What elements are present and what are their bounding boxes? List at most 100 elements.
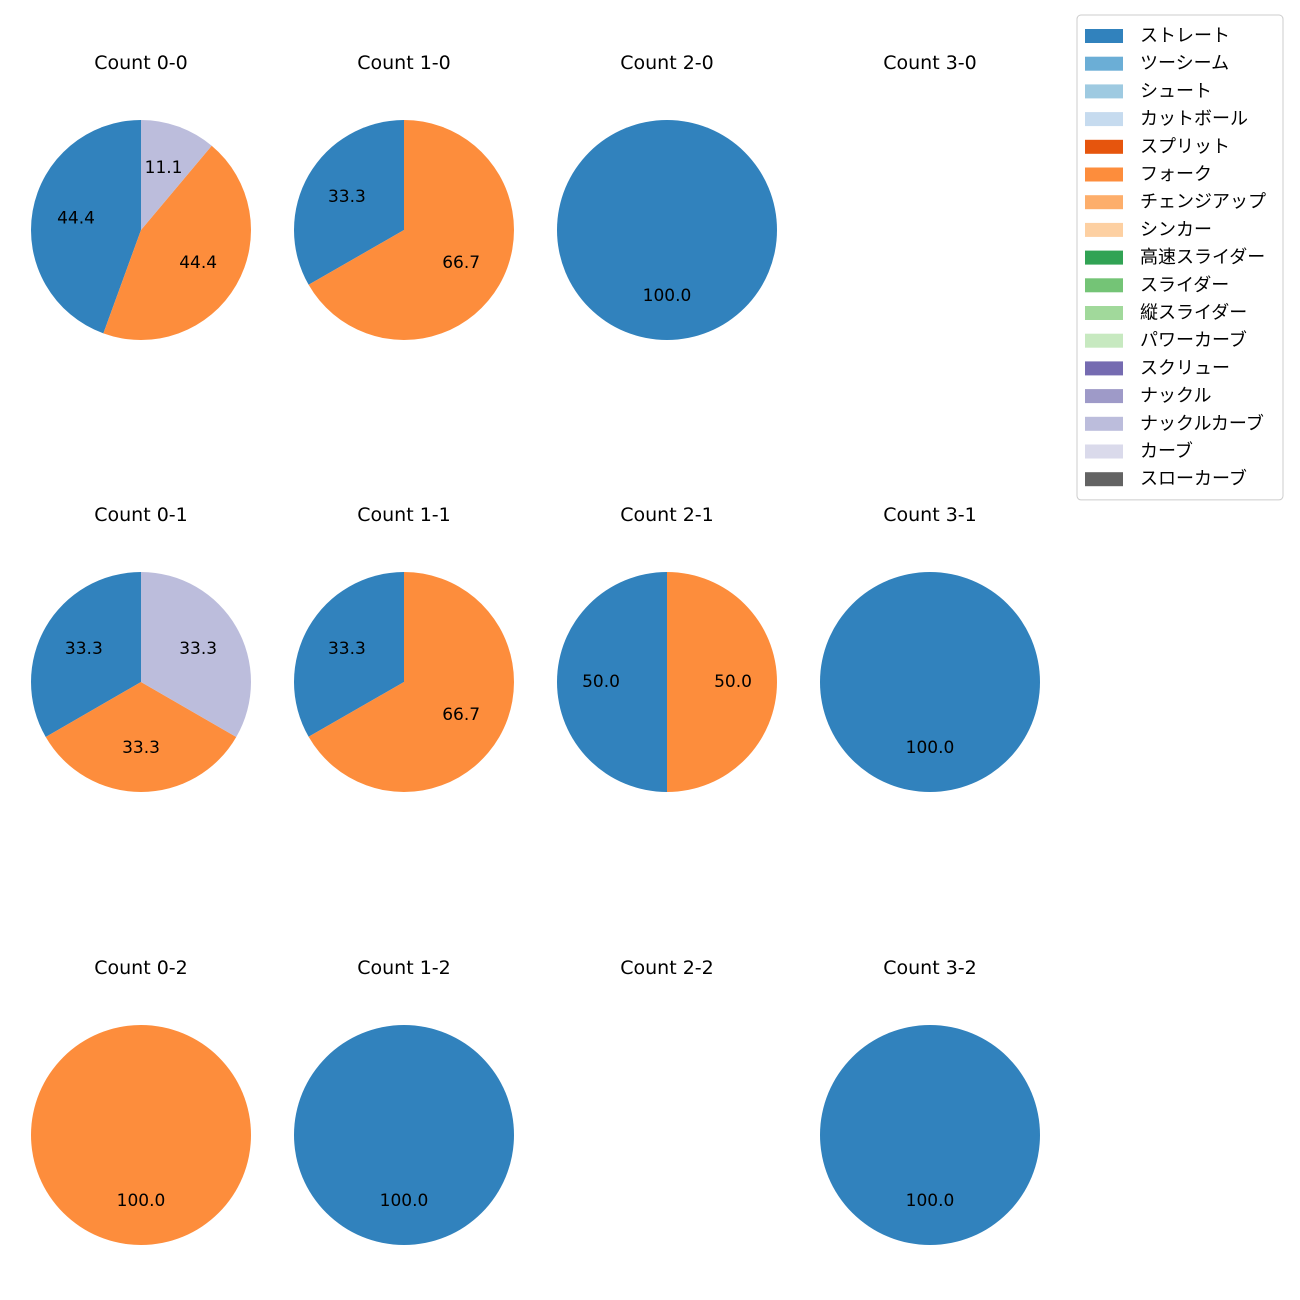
legend-label: スライダー — [1140, 275, 1229, 296]
panel-title: Count 1-2 — [357, 957, 451, 979]
slice-label: 33.3 — [328, 187, 366, 207]
pie-panel: Count 2-1 50.0 50.0 — [557, 504, 777, 792]
pie-slice — [103, 145, 252, 341]
legend-label: シンカー — [1140, 219, 1212, 240]
slice-label: 44.4 — [179, 253, 217, 273]
pie-panel: Count 1-2 100.0 — [294, 957, 514, 1245]
legend: ストレートツーシームシュートカットボールスプリットフォークチェンジアップシンカー… — [1076, 14, 1284, 501]
legend-label: ストレート — [1140, 26, 1230, 47]
pie-slice — [667, 572, 777, 792]
pie-slice — [141, 120, 212, 230]
legend-entry: シンカー — [1085, 219, 1212, 240]
pie-panel: Count 0-2 100.0 — [31, 957, 251, 1245]
legend-swatch — [1085, 56, 1123, 71]
legend-label: スプリット — [1140, 136, 1230, 157]
pie-panel: Count 3-2 100.0 — [820, 957, 1040, 1245]
pie-panel: Count 2-2 — [620, 957, 714, 979]
legend-entry: スクリュー — [1085, 358, 1230, 379]
legend-swatch — [1085, 139, 1123, 154]
panel-title: Count 0-2 — [94, 957, 188, 979]
legend-entry: ナックル — [1085, 386, 1211, 407]
pie-slice — [294, 1025, 514, 1245]
slice-label: 50.0 — [582, 672, 620, 692]
legend-label: ナックルカーブ — [1140, 412, 1264, 434]
legend-swatch — [1085, 222, 1123, 237]
pie-panel: Count 0-1 33.3 33.3 33.3 — [31, 504, 251, 792]
pie-slice — [308, 120, 514, 340]
legend-label: カーブ — [1140, 440, 1193, 462]
legend-swatch — [1085, 29, 1123, 43]
legend-swatch — [1085, 361, 1123, 376]
panel-title: Count 1-0 — [357, 52, 451, 74]
legend-entry: フォーク — [1085, 164, 1212, 185]
legend-label: ツーシーム — [1140, 53, 1229, 74]
legend-swatch — [1085, 195, 1123, 210]
legend-swatch — [1085, 112, 1123, 127]
pie-slice — [30, 119, 141, 334]
slice-label: 33.3 — [328, 639, 366, 659]
pie-slice — [45, 682, 237, 792]
panel-title: Count 3-0 — [883, 52, 977, 74]
panel-title: Count 0-1 — [94, 504, 188, 526]
legend-frame — [1076, 14, 1284, 501]
legend-entry: スローカーブ — [1085, 468, 1247, 490]
legend-label: チェンジアップ — [1140, 192, 1266, 213]
pie-slice — [557, 572, 667, 792]
legend-entry: スライダー — [1085, 275, 1229, 296]
pie-panel: Count 3-1 100.0 — [820, 504, 1040, 792]
legend-swatch — [1085, 278, 1123, 293]
legend-entry: チェンジアップ — [1085, 192, 1266, 213]
legend-swatch — [1085, 167, 1123, 182]
pie-slice — [308, 572, 514, 792]
legend-entry: 縦スライダー — [1085, 303, 1247, 324]
legend-label: パワーカーブ — [1140, 329, 1247, 351]
pie-panel: Count 2-0 100.0 — [557, 52, 777, 340]
slice-label: 50.0 — [714, 672, 752, 692]
pie-panel: Count 1-0 33.3 66.7 — [293, 52, 514, 340]
pie-slice — [293, 572, 404, 737]
legend-swatch — [1085, 416, 1123, 431]
panel-title: Count 2-1 — [620, 504, 714, 526]
pie-slice — [31, 1025, 251, 1245]
legend-label: シュート — [1140, 81, 1212, 102]
slice-label: 33.3 — [179, 639, 217, 659]
legend-entry: スプリット — [1085, 136, 1230, 157]
pie-slice — [820, 1025, 1040, 1245]
pie-slice — [31, 572, 141, 737]
slice-label: 100.0 — [380, 1191, 429, 1211]
legend-entry: ナックルカーブ — [1085, 412, 1264, 434]
legend-label: スローカーブ — [1140, 468, 1247, 490]
legend-label: 縦スライダー — [1140, 303, 1247, 324]
legend-label: フォーク — [1140, 164, 1212, 185]
legend-entry: シュート — [1085, 81, 1212, 102]
legend-entry: パワーカーブ — [1085, 329, 1247, 351]
legend-swatch — [1085, 472, 1123, 487]
legend-entry: 高速スライダー — [1085, 247, 1265, 268]
panel-title: Count 2-0 — [620, 52, 714, 74]
legend-label: カットボール — [1140, 109, 1248, 130]
slice-label: 100.0 — [117, 1191, 166, 1211]
slice-label: 66.7 — [442, 705, 480, 725]
legend-swatch — [1085, 333, 1123, 348]
legend-entry: カットボール — [1085, 109, 1248, 130]
legend-entry: ツーシーム — [1085, 53, 1229, 74]
panel-title: Count 3-2 — [883, 957, 977, 979]
legend-swatch — [1085, 444, 1123, 459]
panel-title: Count 3-1 — [883, 504, 977, 526]
pie-slice — [141, 572, 251, 737]
legend-label: ナックル — [1140, 386, 1211, 407]
slice-label: 100.0 — [906, 738, 955, 758]
slice-label: 33.3 — [122, 738, 160, 758]
pie-slice — [557, 120, 777, 340]
panel-title: Count 2-2 — [620, 957, 714, 979]
legend-swatch — [1085, 84, 1123, 99]
legend-swatch — [1085, 306, 1123, 320]
slice-label: 100.0 — [643, 286, 692, 306]
panel-title: Count 1-1 — [357, 504, 451, 526]
pie-slice — [820, 572, 1040, 792]
legend-entry: カーブ — [1085, 440, 1193, 462]
pie-panel: Count 3-0 — [883, 52, 977, 74]
pie-panel: Count 1-1 33.3 66.7 — [293, 504, 514, 792]
